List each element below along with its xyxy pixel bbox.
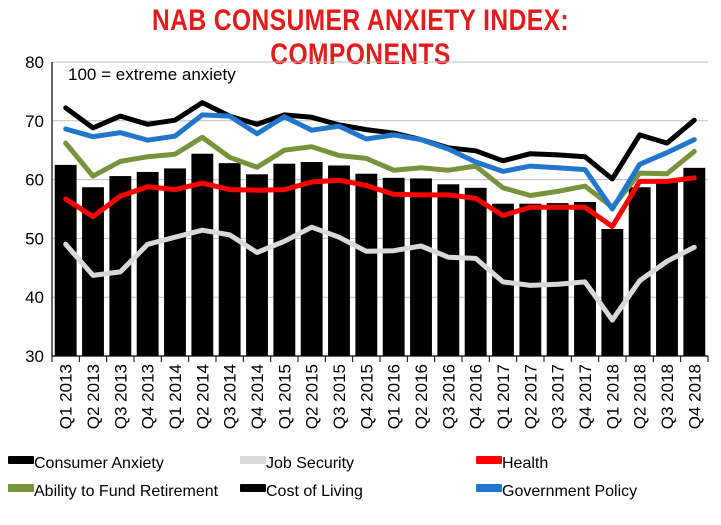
x-tick-label: Q4 2018 [685,364,704,429]
x-tick-label: Q1 2015 [275,364,294,429]
x-tick-label: Q4 2013 [139,364,158,429]
line-layer [63,100,697,323]
x-tick-label: Q3 2014 [221,364,240,429]
y-tick-label: 50 [25,229,44,248]
bar [628,187,651,356]
axis-layer: 30 40 50 60 70 80 Q1 2013 Q2 2013 Q3 2013 Q4 2013… [25,53,709,429]
bar [410,178,432,356]
x-tick-label: Q2 2016 [412,364,431,429]
x-tick-label: Q1 2017 [494,364,513,429]
series-line [63,175,697,230]
legend-swatch [240,484,266,492]
legend: Consumer Anxiety Job Security Health Abilit… [8,455,637,500]
x-tick-label: Q3 2013 [111,364,130,429]
y-tick-label: 70 [25,112,44,131]
bar [54,164,77,356]
bar [382,177,405,356]
x-tick-label: Q4 2017 [576,364,595,429]
bar [109,176,132,356]
bar [546,203,569,356]
x-tick-label: Q2 2018 [631,364,650,429]
legend-label: Ability to Fund Retirement [34,483,219,500]
bar [683,167,706,356]
x-tick-label: Q2 2014 [193,364,212,429]
legend-swatch [8,484,34,492]
bar [218,163,241,356]
x-tick-label: Q2 2015 [303,364,322,429]
bar [464,187,487,356]
y-tick-label: 30 [25,347,44,366]
bar [519,203,542,356]
legend-label: Health [502,455,548,472]
x-tick-label: Q2 2013 [84,364,103,429]
x-tick-label: Q3 2018 [658,364,677,429]
series-line [63,100,697,182]
x-tick-label: Q3 2015 [330,364,349,429]
y-tick-label: 80 [25,53,44,72]
legend-label: Consumer Anxiety [34,455,164,472]
bar [300,161,323,356]
y-tick-label: 60 [25,171,44,190]
bar-layer [54,153,706,356]
bar [246,174,268,356]
bar [328,165,350,356]
bar [656,181,678,356]
bar [437,184,460,356]
series-line [63,134,697,210]
legend-label: Job Security [266,455,354,472]
legend-swatch [476,456,502,464]
bar [355,173,378,356]
legend-label: Cost of Living [266,483,363,500]
x-tick-label: Q1 2016 [385,364,404,429]
legend-swatch [8,456,34,464]
chart-title: NAB CONSUMER ANXIETY INDEX: COMPONENTS [151,4,569,71]
x-tick-label: Q1 2018 [603,364,622,429]
bar [164,168,186,356]
legend-swatch [240,456,266,464]
series-line [63,112,697,212]
x-tick-label: Q3 2017 [549,364,568,429]
x-tick-label: Q3 2016 [439,364,458,429]
y-tick-label: 40 [25,288,44,307]
series-line [63,224,697,323]
legend-label: Government Policy [502,483,637,500]
bar [574,201,596,356]
x-tick-label: Q1 2013 [57,364,76,429]
annotation-text: 100 = extreme anxiety [68,65,236,84]
legend-swatch [476,484,502,492]
x-tick-label: Q4 2014 [248,364,267,429]
x-tick-label: Q4 2015 [357,364,376,429]
bar [601,228,624,356]
bar [191,153,214,356]
x-tick-label: Q1 2014 [166,364,185,429]
bar [136,171,159,356]
x-tick-label: Q4 2016 [467,364,486,429]
x-tick-label: Q2 2017 [521,364,540,429]
bar [273,163,296,356]
